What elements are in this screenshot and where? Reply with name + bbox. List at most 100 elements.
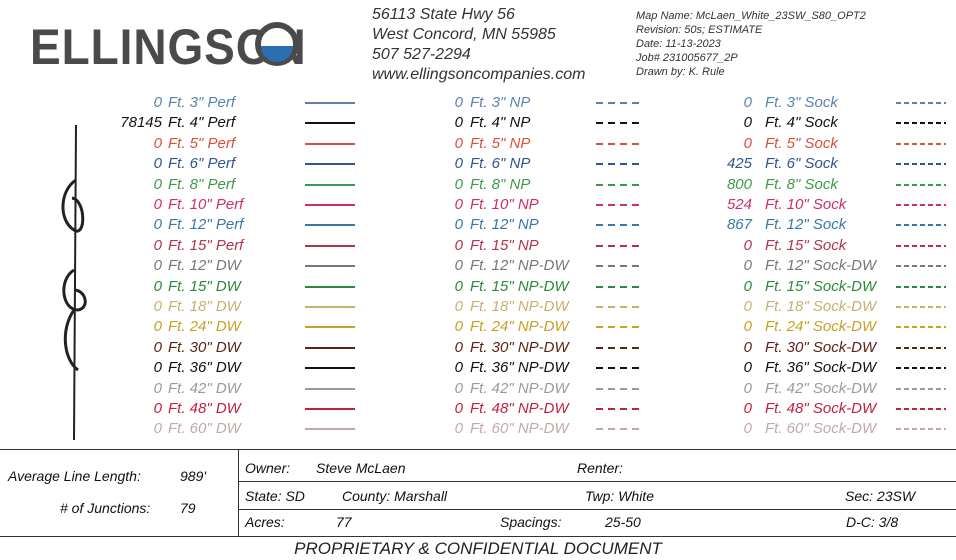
pipe-label: Ft. 18" Sock-DW (765, 298, 876, 315)
quantity: 0 (343, 359, 463, 376)
quantity: 0 (632, 339, 752, 356)
quantity: 0 (42, 94, 162, 111)
quantity: 0 (343, 155, 463, 172)
quantity: 0 (632, 359, 752, 376)
map-info-line: Date: 11-13-2023 (636, 38, 721, 50)
line-swatch (896, 161, 946, 167)
notice: PROPRIETARY & CONFIDENTIAL DOCUMENT (0, 539, 956, 559)
quantity: 0 (343, 94, 463, 111)
rule (238, 449, 239, 536)
quantity: 0 (343, 318, 463, 335)
quantity: 0 (632, 298, 752, 315)
pipe-label: Ft. 3" NP (470, 94, 530, 111)
quantity: 0 (343, 339, 463, 356)
pipe-label: Ft. 6" Perf (168, 155, 235, 172)
avg-value: 989' (180, 468, 206, 484)
line-swatch (896, 386, 946, 392)
quantity: 0 (343, 257, 463, 274)
quantity: 0 (343, 196, 463, 213)
pipe-label: Ft. 12" Sock-DW (765, 257, 876, 274)
acres-value: 77 (336, 514, 352, 530)
quantity: 0 (42, 237, 162, 254)
quantity: 0 (42, 278, 162, 295)
line-swatch (896, 345, 946, 351)
pipe-label: Ft. 4" Sock (765, 114, 838, 131)
logo-emblem (255, 22, 299, 66)
line-swatch (896, 243, 946, 249)
pipe-label: Ft. 30" DW (168, 339, 241, 356)
twp: Twp: White (585, 488, 654, 504)
quantity: 0 (343, 420, 463, 437)
pipe-label: Ft. 5" NP (470, 135, 530, 152)
quantity: 524 (632, 196, 752, 213)
quantity: 0 (343, 135, 463, 152)
line-swatch (896, 120, 946, 126)
pipe-label: Ft. 60" NP-DW (470, 420, 569, 437)
quantity: 0 (632, 257, 752, 274)
line-swatch (896, 202, 946, 208)
state: State: SD (245, 488, 305, 504)
pipe-label: Ft. 60" Sock-DW (765, 420, 876, 437)
pipe-label: Ft. 48" DW (168, 400, 241, 417)
quantity: 800 (632, 176, 752, 193)
pipe-label: Ft. 15" NP (470, 237, 539, 254)
pipe-label: Ft. 12" Perf (168, 216, 243, 233)
quantity: 0 (42, 196, 162, 213)
pipe-label: Ft. 24" DW (168, 318, 241, 335)
map-info-line: Map Name: McLaen_White_23SW_S80_OPT2 (636, 10, 866, 22)
pipe-label: Ft. 12" Sock (765, 216, 846, 233)
quantity: 0 (42, 359, 162, 376)
rule (0, 536, 956, 537)
pipe-label: Ft. 15" DW (168, 278, 241, 295)
quantity: 0 (632, 318, 752, 335)
pipe-label: Ft. 42" NP-DW (470, 380, 569, 397)
quantity: 0 (343, 380, 463, 397)
junctions-value: 79 (180, 500, 196, 516)
pipe-label: Ft. 36" NP-DW (470, 359, 569, 376)
pipe-label: Ft. 42" DW (168, 380, 241, 397)
spacings-label: Spacings: (500, 514, 561, 530)
pipe-label: Ft. 48" Sock-DW (765, 400, 876, 417)
pipe-label: Ft. 36" DW (168, 359, 241, 376)
pipe-label: Ft. 10" NP (470, 196, 539, 213)
address-line: 507 527-2294 (372, 46, 471, 64)
quantity: 0 (632, 400, 752, 417)
line-swatch (896, 426, 946, 432)
quantity: 425 (632, 155, 752, 172)
pipe-label: Ft. 15" Sock-DW (765, 278, 876, 295)
renter-label: Renter: (577, 460, 623, 476)
line-swatch (896, 222, 946, 228)
quantity: 0 (42, 155, 162, 172)
pipe-label: Ft. 48" NP-DW (470, 400, 569, 417)
quantity: 0 (42, 257, 162, 274)
pipe-label: Ft. 6" NP (470, 155, 530, 172)
quantity: 0 (42, 318, 162, 335)
pipe-label: Ft. 30" NP-DW (470, 339, 569, 356)
pipe-label: Ft. 5" Perf (168, 135, 235, 152)
junctions-label: # of Junctions: (60, 500, 150, 516)
pipe-label: Ft. 60" DW (168, 420, 241, 437)
county: County: Marshall (342, 488, 447, 504)
quantity: 0 (343, 278, 463, 295)
pipe-label: Ft. 6" Sock (765, 155, 838, 172)
sec: Sec: 23SW (845, 488, 915, 504)
quantity: 0 (42, 400, 162, 417)
pipe-label: Ft. 8" Sock (765, 176, 838, 193)
quantity: 0 (632, 237, 752, 254)
pipe-label: Ft. 8" NP (470, 176, 530, 193)
quantity: 0 (632, 114, 752, 131)
quantity: 0 (42, 420, 162, 437)
line-swatch (896, 324, 946, 330)
quantity: 0 (343, 237, 463, 254)
rule (0, 449, 956, 450)
page: { "header": { "logo": "ELLINGSON", "addr… (0, 0, 956, 560)
pipe-label: Ft. 3" Perf (168, 94, 235, 111)
pipe-label: Ft. 18" DW (168, 298, 241, 315)
pipe-label: Ft. 15" NP-DW (470, 278, 569, 295)
line-swatch (896, 182, 946, 188)
owner-label: Owner: (245, 460, 290, 476)
acres-label: Acres: (245, 514, 285, 530)
pipe-label: Ft. 5" Sock (765, 135, 838, 152)
owner-value: Steve McLaen (316, 460, 406, 476)
pipe-label: Ft. 30" Sock-DW (765, 339, 876, 356)
